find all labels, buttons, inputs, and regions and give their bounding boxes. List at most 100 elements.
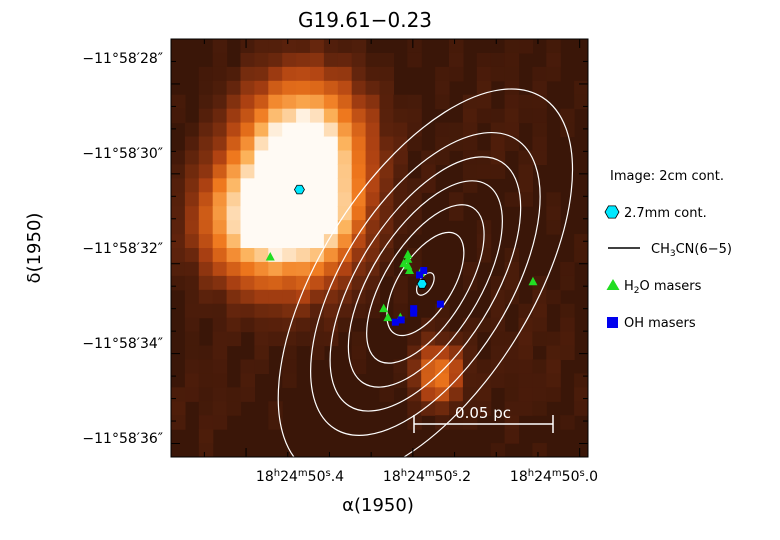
image-pixel <box>226 108 242 124</box>
image-pixel <box>504 248 520 263</box>
image-pixel <box>504 192 520 207</box>
image-pixel <box>184 303 200 319</box>
image-pixel <box>254 94 269 110</box>
image-pixel <box>268 136 283 152</box>
image-pixel <box>254 164 269 179</box>
legend-title: Image: 2cm cont. <box>610 169 724 184</box>
image-pixel <box>254 303 269 319</box>
image-pixel <box>490 108 506 124</box>
image-pixel <box>351 164 367 179</box>
image-pixel <box>462 275 478 291</box>
image-pixel <box>171 275 186 291</box>
image-pixel <box>323 178 339 193</box>
image-pixel <box>365 122 381 138</box>
image-pixel <box>379 248 394 263</box>
image-pixel <box>296 261 311 277</box>
image-pixel <box>254 289 269 305</box>
image-pixel <box>268 401 283 416</box>
image-pixel <box>462 401 478 416</box>
image-pixel <box>490 373 506 388</box>
image-pixel <box>212 80 228 96</box>
image-pixel <box>574 80 588 96</box>
image-pixel <box>518 345 533 361</box>
image-pixel <box>198 206 214 221</box>
image-pixel <box>490 164 506 179</box>
image-pixel <box>560 122 575 138</box>
image-pixel <box>546 39 561 54</box>
image-pixel <box>240 164 255 179</box>
image-pixel <box>518 387 533 402</box>
marker-layer <box>265 184 538 326</box>
image-pixel <box>323 192 339 207</box>
image-pixel <box>184 261 200 277</box>
image-pixel <box>198 220 214 235</box>
h2o-maser-point <box>528 276 538 286</box>
image-pixel <box>171 108 186 124</box>
image-pixel <box>379 80 394 96</box>
image-pixel <box>490 275 506 291</box>
image-pixel <box>171 150 186 165</box>
image-pixel <box>476 108 492 124</box>
image-pixel <box>351 261 367 277</box>
image-pixel <box>268 108 283 124</box>
image-pixel <box>310 80 325 96</box>
image-pixel <box>560 261 575 277</box>
image-pixel <box>310 136 325 152</box>
image-pixel <box>323 39 339 54</box>
image-pixel <box>407 52 422 68</box>
image-pixel <box>310 150 325 165</box>
image-pixel <box>323 303 339 319</box>
image-pixel <box>351 122 367 138</box>
image-pixel <box>407 39 422 54</box>
image-pixel <box>254 66 269 82</box>
image-pixel <box>184 387 200 402</box>
image-pixel <box>268 39 283 54</box>
image-pixel <box>184 164 200 179</box>
image-pixel <box>393 359 408 374</box>
image-pixel <box>282 136 297 152</box>
y-axis-label: δ(1950) <box>24 213 45 284</box>
image-pixel <box>226 401 242 416</box>
image-pixel <box>393 108 408 124</box>
image-pixel <box>546 220 561 235</box>
image-pixel <box>323 261 339 277</box>
image-pixel <box>212 66 228 82</box>
image-pixel <box>212 94 228 110</box>
image-pixel <box>323 150 339 165</box>
image-pixel <box>254 122 269 138</box>
image-pixel <box>574 248 588 263</box>
image-pixel <box>240 192 255 207</box>
image-pixel <box>462 345 478 361</box>
image-pixel <box>310 164 325 179</box>
image-pixel <box>212 122 228 138</box>
image-pixel <box>310 234 325 249</box>
image-pixel <box>365 66 381 82</box>
image-pixel <box>504 136 520 152</box>
image-pixel <box>240 248 255 263</box>
image-pixel <box>490 52 506 68</box>
image-pixel <box>462 415 478 430</box>
image-pixel <box>296 150 311 165</box>
image-pixel <box>407 206 422 221</box>
image-pixel <box>198 261 214 277</box>
image-pixel <box>171 192 186 207</box>
image-pixel <box>365 289 381 305</box>
image-pixel <box>462 108 478 124</box>
image-pixel <box>504 52 520 68</box>
image-pixel <box>198 136 214 152</box>
image-pixel <box>268 164 283 179</box>
image-pixel <box>226 289 242 305</box>
image-pixel <box>198 248 214 263</box>
image-pixel <box>310 331 325 347</box>
image-pixel <box>268 331 283 347</box>
image-pixel <box>240 317 255 333</box>
image-pixel <box>310 52 325 68</box>
image-pixel <box>337 248 353 263</box>
oh-maser-point <box>410 305 418 313</box>
image-pixel <box>254 261 269 277</box>
image-pixel <box>365 52 381 68</box>
image-pixel <box>184 248 200 263</box>
image-pixel <box>449 122 464 138</box>
image-pixel <box>282 275 297 291</box>
